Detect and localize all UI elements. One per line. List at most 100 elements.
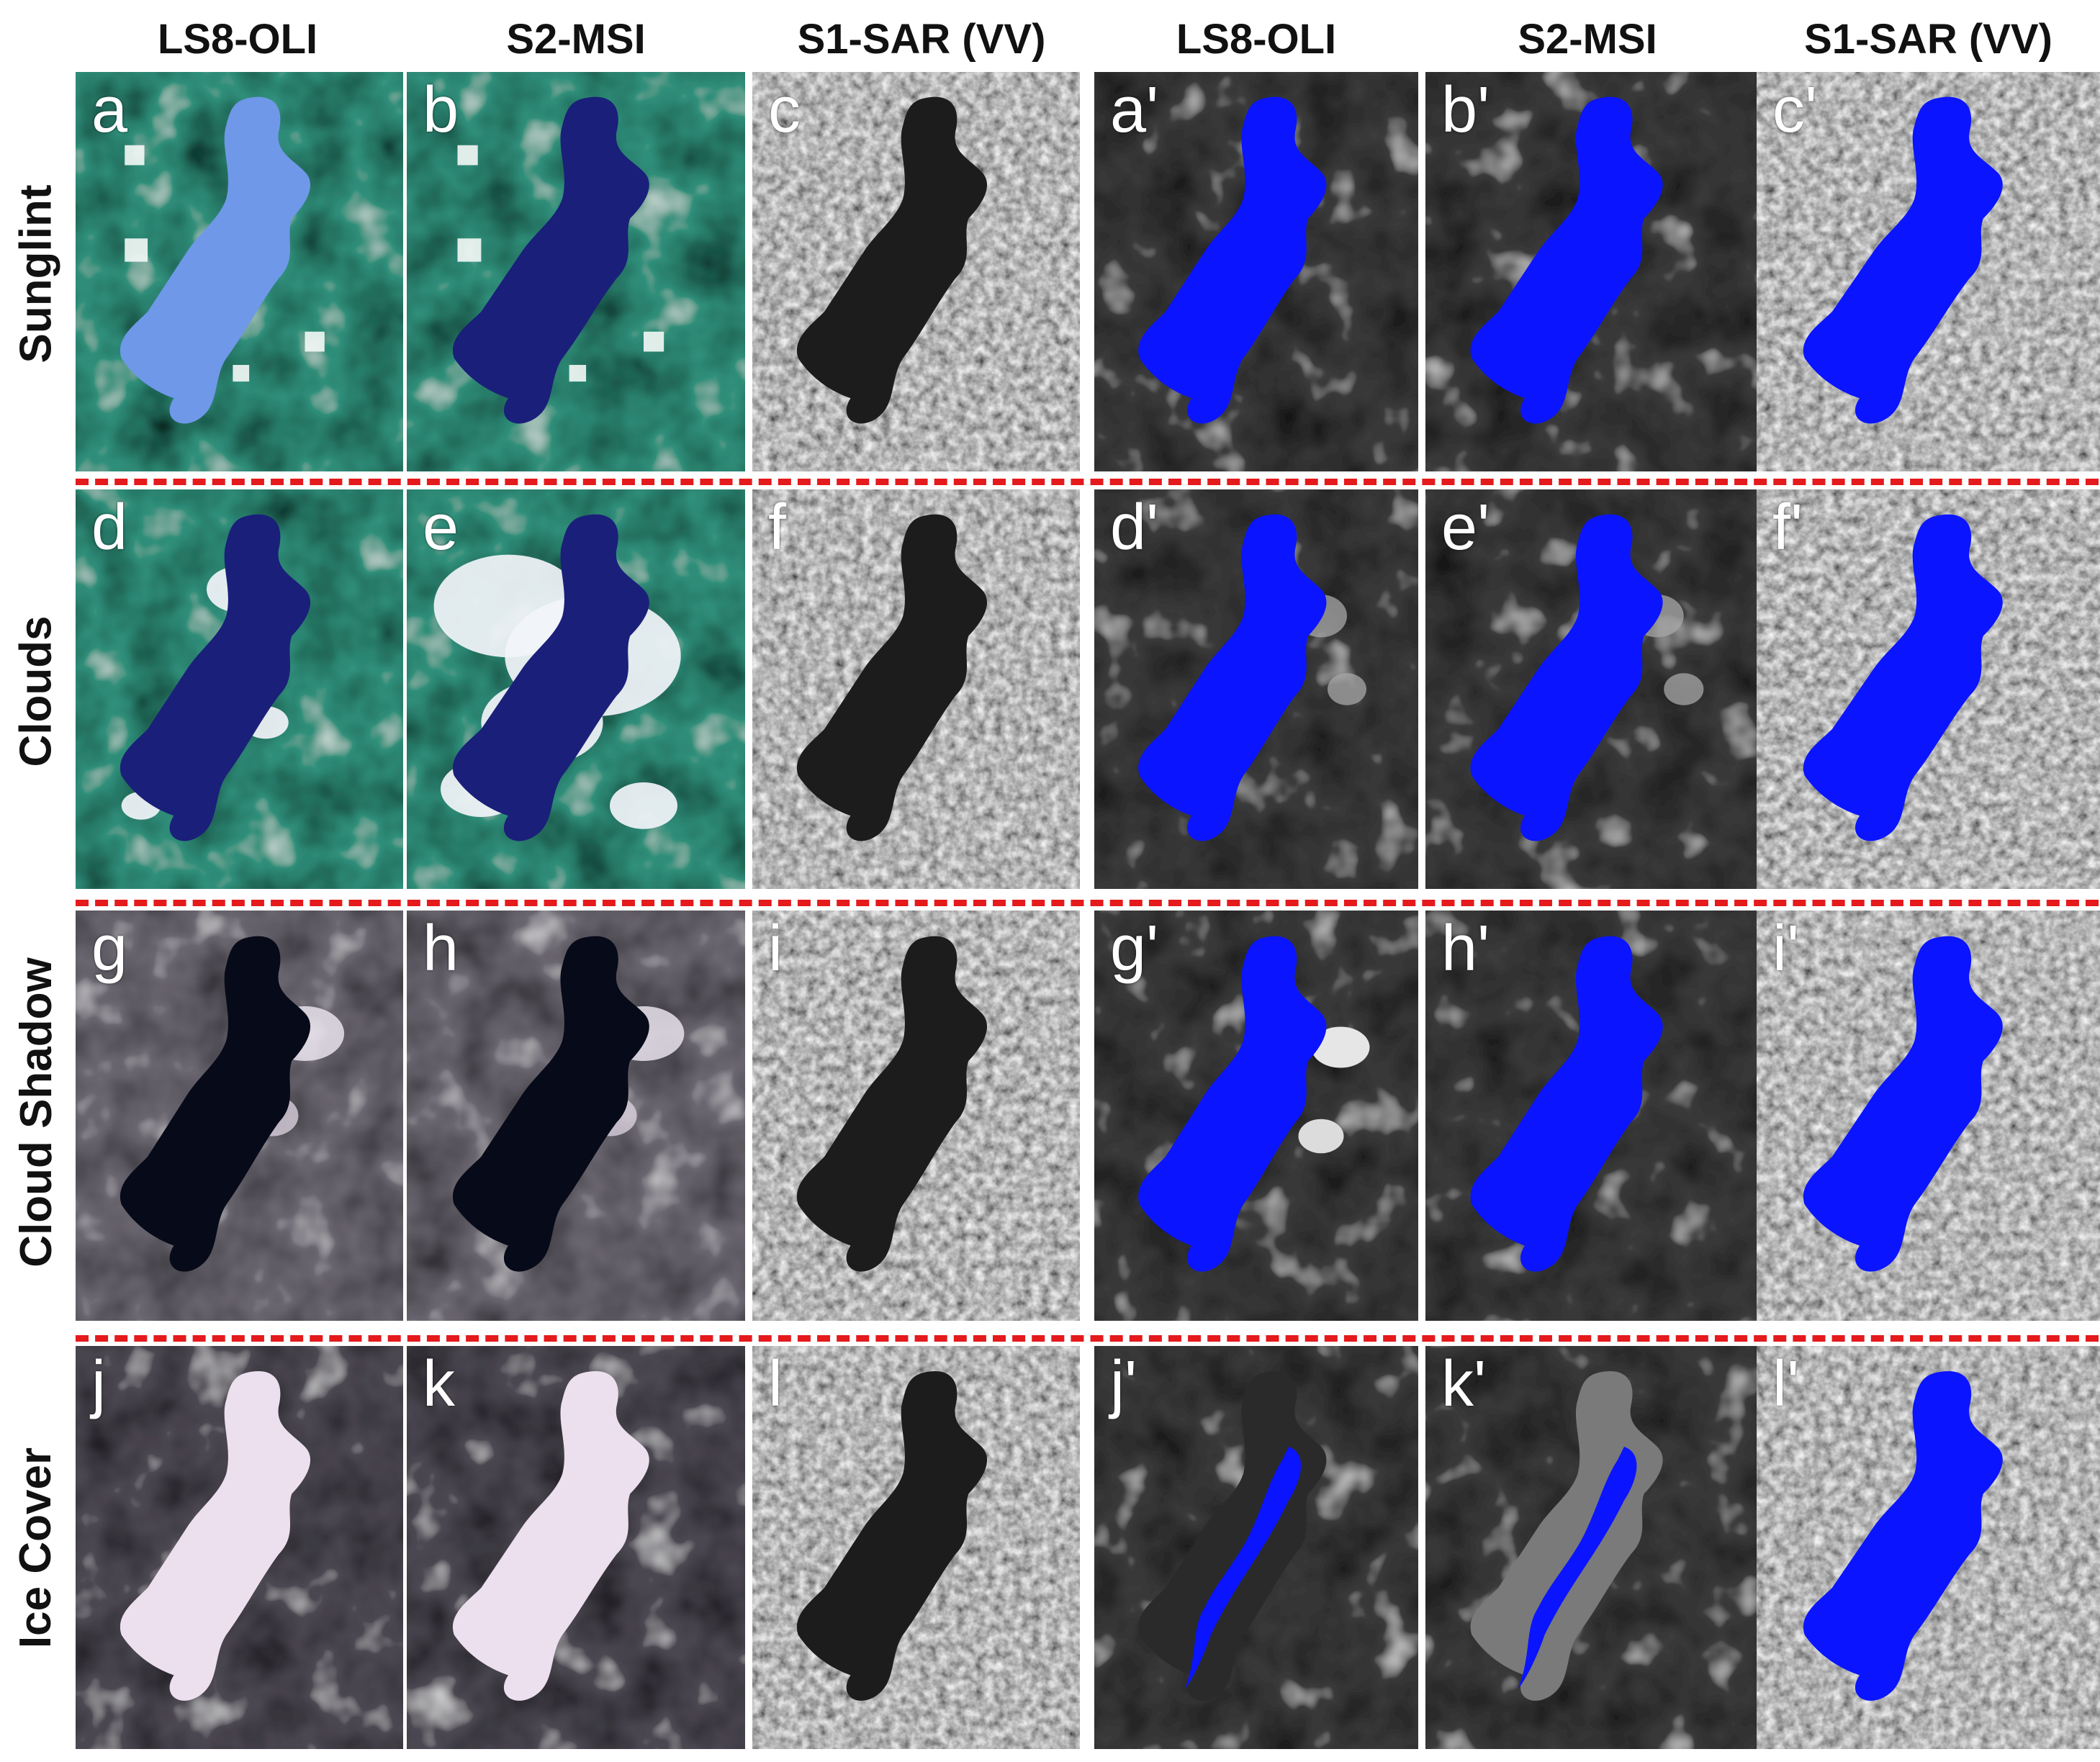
lake-shape — [1470, 1370, 1663, 1701]
lake-shape — [1470, 936, 1663, 1272]
bright-field — [233, 365, 250, 382]
lake-shape — [796, 96, 988, 424]
panel-label: j — [91, 1348, 106, 1420]
lake-shape — [1803, 936, 2003, 1272]
image-panel-g: g — [76, 911, 403, 1321]
panel-label: k' — [1441, 1348, 1487, 1420]
row-separator-2 — [76, 900, 2099, 906]
row-header-clouds: Clouds — [11, 615, 61, 767]
bright-field — [125, 238, 148, 262]
cloud-shape — [1328, 673, 1366, 705]
image-panel-l-prime: l' — [1757, 1346, 2100, 1749]
image-panel-d-prime: d' — [1094, 489, 1418, 889]
panel-label: b — [423, 74, 459, 146]
panel-label: b' — [1441, 74, 1490, 146]
lake-shape — [120, 96, 311, 424]
cloud-shape — [1298, 1119, 1344, 1154]
panel-label: k — [423, 1348, 455, 1420]
bright-field — [305, 331, 325, 352]
bright-field — [644, 331, 664, 352]
lake-shape — [120, 1370, 311, 1701]
image-panel-j-prime: j' — [1094, 1346, 1418, 1749]
column-header-s2-msi-1: S2-MSI — [506, 16, 646, 63]
row-separator-3 — [76, 1335, 2099, 1342]
lake-shape — [796, 514, 988, 841]
panel-label: d — [91, 492, 128, 564]
image-panel-j: j — [76, 1346, 403, 1749]
water-mask-shape — [1185, 1447, 1302, 1689]
image-panel-i: i — [752, 911, 1080, 1321]
lake-shape — [1138, 514, 1327, 841]
bright-field — [457, 238, 482, 262]
image-panel-a-prime: a' — [1094, 72, 1418, 471]
lake-shape — [1803, 96, 2003, 424]
lake-shape — [796, 1370, 988, 1701]
lake-shape — [1138, 936, 1327, 1272]
lake-shape — [1803, 514, 2003, 841]
panel-label: l — [768, 1348, 783, 1420]
row-separator-1 — [76, 479, 2099, 485]
bright-field — [125, 145, 145, 166]
image-panel-c: c — [752, 72, 1080, 471]
image-panel-h: h — [407, 911, 745, 1321]
panel-label: f — [768, 492, 787, 564]
panel-label: f' — [1772, 492, 1803, 564]
image-panel-i-prime: i' — [1757, 911, 2100, 1321]
bright-field — [569, 365, 587, 382]
panel-label: e' — [1441, 492, 1490, 564]
column-header-ls8-oli-2: LS8-OLI — [1176, 16, 1337, 63]
panel-label: i' — [1772, 913, 1800, 985]
column-header-s1-sar-2: S1-SAR (VV) — [1804, 16, 2052, 63]
lake-shape — [1470, 514, 1663, 841]
cloud-shape — [1664, 673, 1704, 705]
lake-shape — [120, 936, 311, 1272]
cloud-shape — [1311, 1026, 1370, 1068]
panel-label: e — [423, 492, 459, 564]
cloud-shape — [610, 782, 677, 829]
image-panel-k-prime: k' — [1425, 1346, 1757, 1749]
column-header-s1-sar-1: S1-SAR (VV) — [797, 16, 1046, 63]
lake-shape — [452, 1370, 649, 1701]
image-panel-l: l — [752, 1346, 1080, 1749]
image-panel-h-prime: h' — [1425, 911, 1757, 1321]
image-panel-k: k — [407, 1346, 745, 1749]
row-header-sunglint: Sunglint — [11, 184, 61, 363]
panel-label: g — [91, 913, 128, 985]
image-panel-d: d — [76, 489, 403, 889]
column-header-s2-msi-2: S2-MSI — [1518, 16, 1657, 63]
lake-shape — [452, 96, 649, 424]
lake-shape — [1803, 1370, 2003, 1701]
panel-label: j' — [1110, 1348, 1137, 1420]
image-panel-e-prime: e' — [1425, 489, 1757, 889]
panel-label: a — [91, 74, 128, 146]
panel-label: h' — [1441, 913, 1490, 985]
image-panel-c-prime: c' — [1757, 72, 2100, 471]
image-panel-a: a — [76, 72, 403, 471]
panel-label: g' — [1110, 913, 1159, 985]
row-header-ice-cover: Ice Cover — [11, 1447, 61, 1648]
panel-label: i — [768, 913, 783, 985]
row-header-cloud-shadow: Cloud Shadow — [11, 957, 61, 1268]
panel-label: h — [423, 913, 459, 985]
image-panel-g-prime: g' — [1094, 911, 1418, 1321]
image-panel-f: f — [752, 489, 1080, 889]
image-panel-e: e — [407, 489, 745, 889]
panel-label: a' — [1110, 74, 1159, 146]
water-mask-shape — [1518, 1447, 1637, 1689]
panel-label: c' — [1772, 74, 1818, 146]
lake-shape — [1470, 96, 1663, 424]
panel-label: d' — [1110, 492, 1159, 564]
lake-shape — [796, 936, 988, 1272]
lake-shape — [120, 514, 311, 841]
column-header-ls8-oli-1: LS8-OLI — [157, 16, 318, 63]
image-panel-b: b — [407, 72, 745, 471]
image-panel-b-prime: b' — [1425, 72, 1757, 471]
lake-shape — [452, 514, 649, 841]
lake-shape — [452, 936, 649, 1272]
panel-label: l' — [1772, 1348, 1800, 1420]
bright-field — [457, 145, 478, 166]
lake-shape — [1138, 1370, 1327, 1701]
image-panel-f-prime: f' — [1757, 489, 2100, 889]
lake-shape — [1138, 96, 1327, 424]
panel-label: c — [768, 74, 801, 146]
